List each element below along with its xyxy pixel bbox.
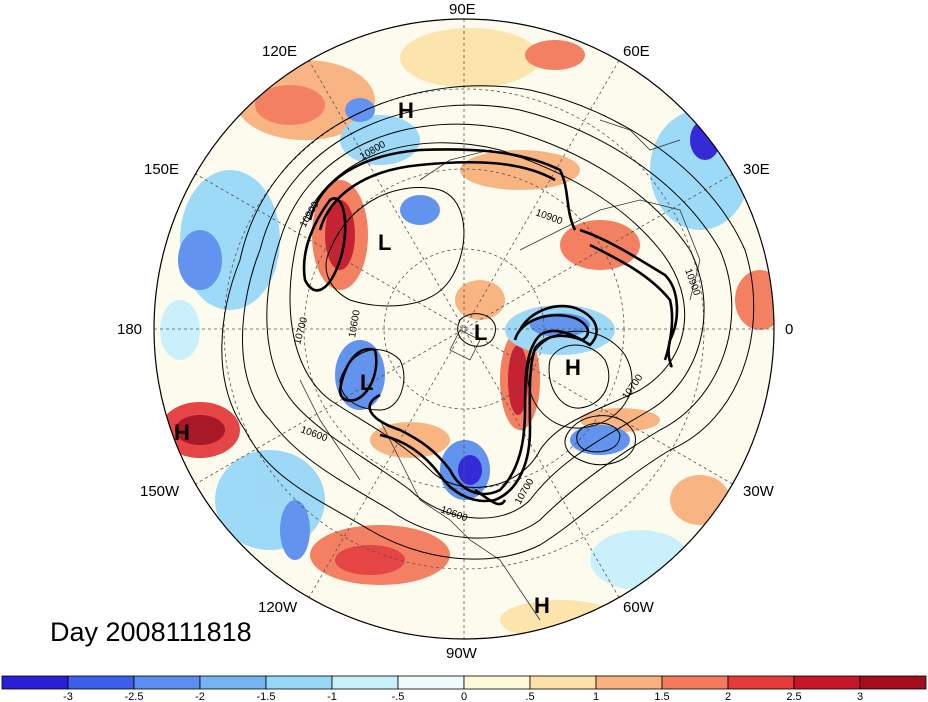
colorbar: -3 -2.5 -2 -1.5 -1 -.5 0 .5 1 1.5 2 2.5 3 [1, 675, 927, 702]
colorbar-swatch [331, 675, 399, 690]
colorbar-swatch [793, 675, 861, 690]
colorbar-swatch [133, 675, 201, 690]
lon-label: 0 [785, 321, 793, 338]
colorbar-tick-label: 1 [593, 691, 599, 702]
low-center-label: L [378, 230, 391, 255]
lon-label: 60E [623, 43, 650, 60]
colorbar-tick-label: -2 [195, 691, 205, 702]
colorbar-swatch [463, 675, 531, 690]
high-center-label: H [398, 98, 414, 123]
colorbar-swatch [859, 675, 927, 690]
colorbar-tick-label: 2 [725, 691, 731, 702]
lon-label: 30W [743, 483, 775, 500]
colorbar-swatch [595, 675, 663, 690]
colorbar-tick-label: 2.5 [786, 691, 801, 702]
colorbar-swatch [727, 675, 795, 690]
colorbar-swatch [661, 675, 729, 690]
colorbar-swatch [529, 675, 597, 690]
high-center-label: H [174, 420, 190, 445]
colorbar-tick-label: -3 [63, 691, 73, 702]
lon-label: 60W [623, 599, 655, 616]
anomaly-shading [160, 28, 774, 639]
lon-label: 120W [258, 599, 298, 616]
height-contours [221, 85, 755, 560]
colorbar-swatch [397, 675, 465, 690]
colorbar-tick-label: -1 [327, 691, 337, 702]
contour-label: 10600 [347, 309, 363, 339]
lon-label: 120E [262, 43, 297, 60]
colorbar-tick-label: -2.5 [125, 691, 144, 702]
low-center-label: L [474, 320, 487, 345]
pressure-center-labels: H L L L H H H [174, 98, 581, 618]
lon-label: 180 [117, 321, 142, 338]
colorbar-tick-label: 1.5 [654, 691, 669, 702]
date-label: Day 2008111818 [50, 617, 252, 647]
lon-label: 150W [140, 483, 180, 500]
lon-label: 90W [446, 645, 478, 662]
map-boundary [153, 18, 775, 640]
lon-label: 90E [449, 1, 476, 18]
lon-label: 150E [144, 161, 179, 178]
colorbar-swatch [265, 675, 333, 690]
colorbar-tick-label: -1.5 [257, 691, 276, 702]
low-center-label: L [360, 370, 373, 395]
longitude-labels: 90E 60E 30E 0 30W 60W 90W 120W 150W 180 … [117, 1, 793, 662]
colorbar-tick-label: .5 [525, 691, 534, 702]
jet-contours [302, 148, 679, 506]
high-center-label: H [565, 355, 581, 380]
colorbar-swatch [67, 675, 135, 690]
colorbar-tick-label: -.5 [392, 691, 405, 702]
map-disk: H L L L H H H 10900 10800 10700 10600 10… [154, 19, 774, 639]
colorbar-tick-label: 3 [857, 691, 863, 702]
high-center-label: H [534, 593, 550, 618]
colorbar-swatch [199, 675, 267, 690]
colorbar-tick-label: 0 [461, 691, 467, 702]
lon-label: 30E [743, 161, 770, 178]
colorbar-swatch [1, 675, 69, 690]
